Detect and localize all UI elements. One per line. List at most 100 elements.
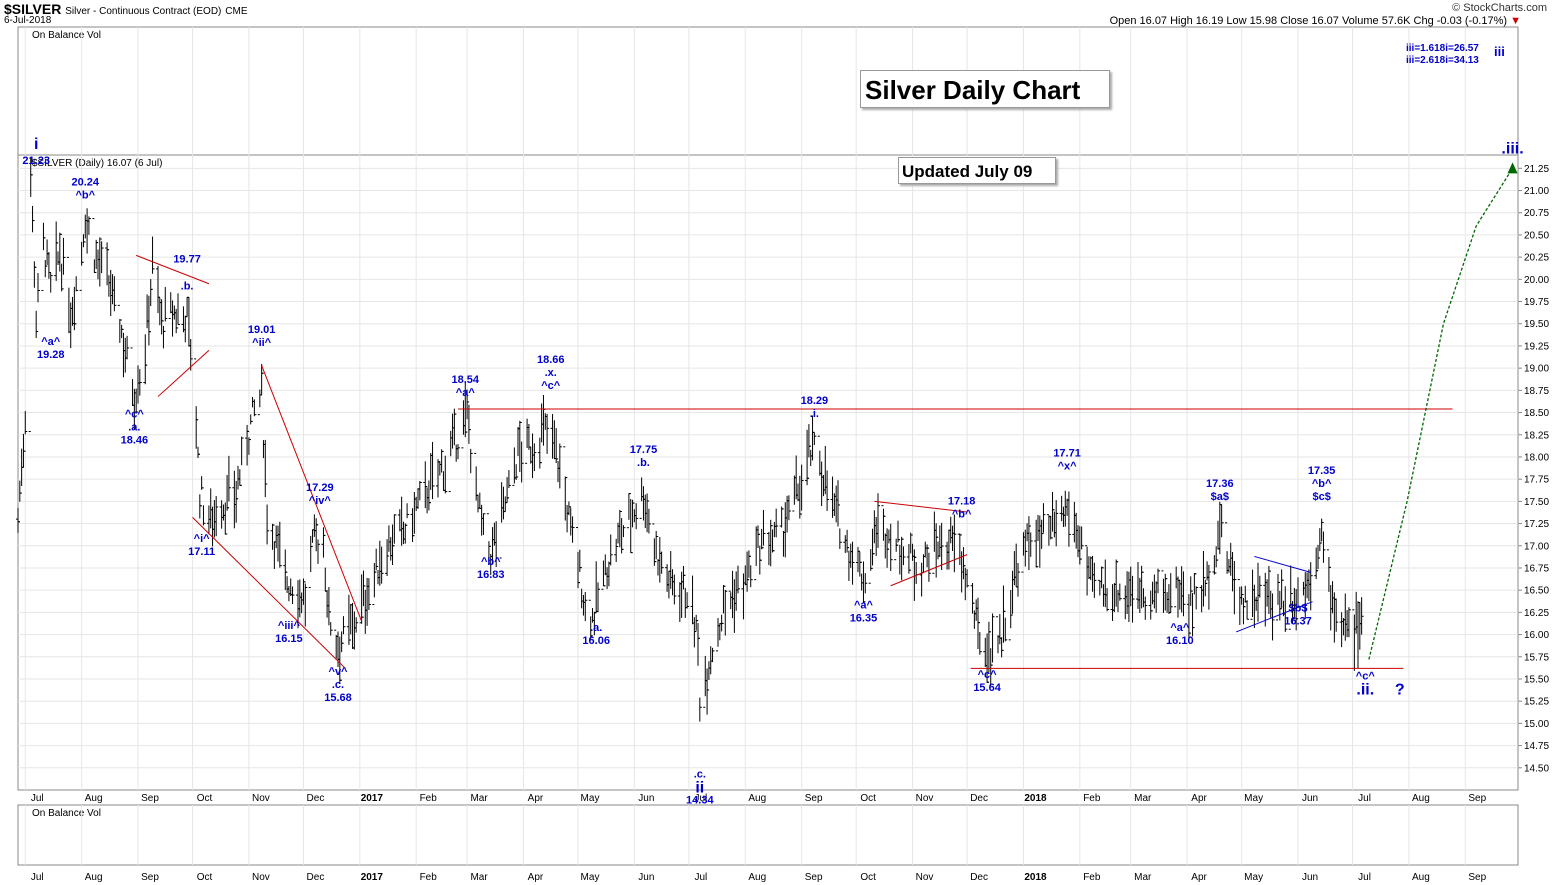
ohlc-bar xyxy=(163,286,168,332)
y-tick-label: 16.50 xyxy=(1524,586,1549,597)
wave-label: 18.54 xyxy=(452,374,480,386)
red-trendline xyxy=(157,350,210,397)
x-tick-label: Jul xyxy=(1358,793,1371,804)
ohlc-bar xyxy=(710,647,715,663)
y-tick-label: 14.50 xyxy=(1524,763,1549,774)
x-tick-label-bottom: Sep xyxy=(805,872,823,883)
ohlc-bar xyxy=(837,504,842,549)
ohlc-bar xyxy=(952,514,957,573)
wave-label: i xyxy=(34,136,38,153)
wave-label: ^b^ xyxy=(481,556,501,568)
x-tick-label-bottom: Feb xyxy=(1083,872,1101,883)
wave-label: 14.34 xyxy=(686,794,714,806)
wave-label: ? xyxy=(1395,682,1405,699)
wave-label: 17.11 xyxy=(188,546,215,558)
ohlc-bar xyxy=(265,483,270,545)
ohlc-bar xyxy=(723,585,728,636)
ohlc-bar xyxy=(774,508,779,538)
ohlc-bar xyxy=(799,464,804,515)
y-tick-label: 16.25 xyxy=(1524,608,1549,619)
x-tick-label: Apr xyxy=(528,793,544,804)
projection-arrowhead xyxy=(1507,162,1518,174)
ohlc-bar xyxy=(1156,568,1160,594)
obv-bottom-panel xyxy=(17,804,1519,866)
ohlc-bar xyxy=(417,480,422,501)
wave-label: 19.01 xyxy=(248,324,276,336)
ohlc-bar xyxy=(277,521,282,568)
x-tick-label-bottom: Apr xyxy=(1191,872,1207,883)
ohlc-bar xyxy=(176,293,180,329)
chg-down-icon: ▼ xyxy=(1510,15,1521,27)
wave-label: .a. xyxy=(590,622,602,634)
y-tick-label: 19.25 xyxy=(1524,341,1549,352)
ohlc-bar xyxy=(1359,597,1364,635)
wave-label: 19.28 xyxy=(37,349,65,361)
ohlc-bar xyxy=(1168,573,1173,614)
ohlc-bar xyxy=(1206,564,1211,610)
ohlc-bar xyxy=(1143,596,1148,620)
ohlc-bar xyxy=(1283,586,1288,632)
chart-title-box: Silver Daily Chart xyxy=(860,70,1110,108)
wave-label: 17.29 xyxy=(306,482,334,494)
ohlc-bar xyxy=(481,513,486,535)
x-tick-label-bottom: Aug xyxy=(85,872,103,883)
wave-label: ^i^ xyxy=(194,533,210,545)
ohlc-bar xyxy=(863,573,868,603)
x-tick-label-bottom: Oct xyxy=(860,872,876,883)
ohlc-values: Open 16.07 High 16.19 Low 15.98 Close 16… xyxy=(1109,15,1508,27)
ohlc-bar xyxy=(303,581,308,627)
x-tick-label-bottom: Dec xyxy=(307,872,325,883)
y-tick-label: 18.50 xyxy=(1524,408,1549,419)
x-tick-label-bottom: Dec xyxy=(970,872,988,883)
wave-label: 18.29 xyxy=(801,395,829,407)
x-tick-label-bottom: Jun xyxy=(638,872,654,883)
ohlc-bar xyxy=(328,611,333,636)
ohlc-bar xyxy=(901,538,906,566)
wave-label: ^c^ xyxy=(541,380,561,392)
wave-label: 19.77 xyxy=(173,254,201,266)
wave-label: 17.71 xyxy=(1053,448,1081,460)
ohlc-bar xyxy=(188,339,193,371)
wave-label: 17.36 xyxy=(1206,478,1234,490)
wave-label: $b$ xyxy=(1289,602,1308,614)
projection-targets: iii=1.618i=26.57 iii=2.618i=34.13 xyxy=(1406,43,1479,67)
ohlc-bar xyxy=(1232,561,1237,615)
wave-label: ^b^ xyxy=(1312,478,1332,490)
y-tick-label: 18.75 xyxy=(1524,386,1549,397)
ohlc-bar xyxy=(786,495,791,521)
ohlc-bar xyxy=(532,443,537,472)
ohlc-bar xyxy=(557,443,562,489)
x-tick-label: Mar xyxy=(1134,793,1152,804)
projection-label: iii xyxy=(1494,44,1505,59)
ohlc-bar xyxy=(379,546,384,584)
y-tick-label: 17.50 xyxy=(1524,497,1549,508)
ohlc-bar xyxy=(1117,583,1122,601)
x-tick-label-bottom: Aug xyxy=(1412,872,1430,883)
x-tick-label: Jun xyxy=(1302,793,1318,804)
ohlc-bar xyxy=(583,591,588,622)
y-tick-label: 14.75 xyxy=(1524,741,1549,752)
ohlc-bar xyxy=(761,509,766,549)
wave-label: ii xyxy=(695,779,704,796)
y-tick-label: 15.75 xyxy=(1524,652,1549,663)
ohlc-bar xyxy=(1219,504,1224,538)
obv-bottom-label: On Balance Vol xyxy=(32,808,101,819)
wave-label: ^c^ xyxy=(978,669,998,681)
x-tick-label: Mar xyxy=(470,793,488,804)
wave-label: ^c^ xyxy=(125,409,145,421)
x-tick-label: Sep xyxy=(1468,793,1486,804)
ohlc-bar xyxy=(697,637,702,722)
wave-label: 16.06 xyxy=(582,635,610,647)
wave-label: .ii. xyxy=(1356,682,1374,699)
wave-label: 18.66 xyxy=(537,354,565,366)
obv-top-label: On Balance Vol xyxy=(32,30,101,41)
ohlc-bar xyxy=(201,487,206,526)
x-tick-label: Oct xyxy=(197,793,213,804)
x-tick-label: 2018 xyxy=(1024,793,1047,804)
wave-label: .iii. xyxy=(1501,140,1523,157)
x-tick-label-bottom: May xyxy=(581,872,600,883)
wave-label: 20.24 xyxy=(72,177,100,189)
wave-label: ^a^ xyxy=(1170,622,1190,634)
ohlc-bar xyxy=(392,514,397,547)
wave-label: ^b^ xyxy=(952,509,972,521)
